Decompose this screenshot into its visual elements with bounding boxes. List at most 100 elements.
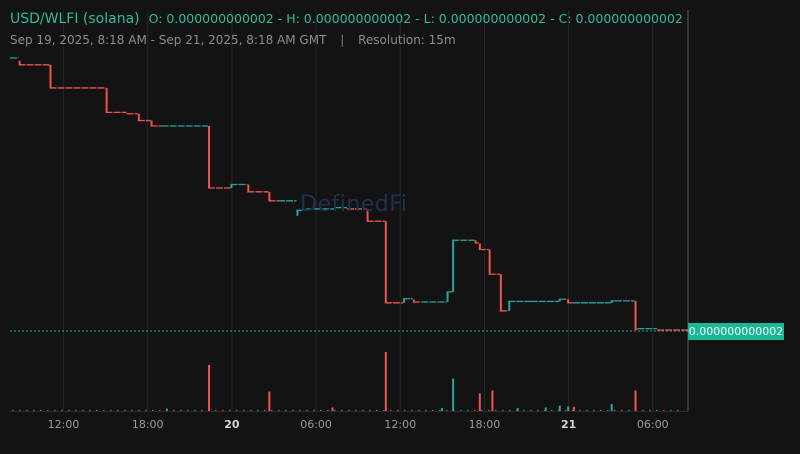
- volume-tick-29: [215, 409, 217, 411]
- volume-tick-20: [152, 409, 154, 411]
- volume-tick-0: [12, 409, 14, 411]
- candle-body-26: [488, 249, 491, 275]
- candle-body-5: [137, 113, 140, 121]
- volume-tick-39: [285, 409, 287, 411]
- volume-tick-73: [523, 409, 525, 411]
- volume-tick-24: [180, 409, 182, 411]
- candle-body-13: [296, 210, 299, 216]
- volume-tick-87: [621, 409, 623, 411]
- volume-tick-95: [677, 409, 679, 411]
- volume-tick-32: [236, 409, 238, 411]
- volume-tick-31: [229, 409, 231, 411]
- volume-tick-14: [110, 409, 112, 411]
- volume-tick-67: [481, 409, 483, 411]
- volume-bar-4: [478, 393, 481, 411]
- watermark: DefinedFi: [300, 192, 408, 217]
- resolution-label: Resolution: 15m: [358, 33, 456, 47]
- volume-tick-19: [145, 409, 147, 411]
- x-tick-label-1: 18:00: [132, 418, 164, 431]
- separator: |: [340, 33, 345, 47]
- chart-subheader: Sep 19, 2025, 8:18 AM - Sep 21, 2025, 8:…: [10, 33, 456, 47]
- volume-tick-3: [33, 409, 35, 411]
- candle-body-35: [634, 300, 637, 330]
- volume-bar-11: [610, 403, 613, 411]
- x-tick-label-6: 21: [561, 418, 576, 431]
- volume-tick-46: [334, 409, 336, 411]
- volume-tick-2: [26, 409, 28, 411]
- candle-body-28: [508, 301, 511, 311]
- volume-bar-1: [268, 391, 271, 411]
- candle-body-1: [18, 60, 21, 65]
- volume-tick-10: [82, 409, 84, 411]
- volume-tick-13: [103, 409, 105, 411]
- candle-body-11: [268, 191, 271, 201]
- candle-body-20: [412, 299, 415, 302]
- volume-tick-7: [61, 409, 63, 411]
- volume-tick-62: [446, 409, 448, 411]
- volume-tick-81: [579, 409, 581, 411]
- volume-tick-36: [264, 409, 266, 411]
- volume-tick-18: [138, 409, 140, 411]
- candle-body-3: [105, 87, 108, 113]
- volume-tick-56: [404, 409, 406, 411]
- volume-tick-38: [278, 409, 280, 411]
- volume-tick-74: [530, 409, 532, 411]
- volume-tick-12: [96, 409, 98, 411]
- x-tick-label-2: 20: [224, 418, 240, 431]
- time-axis: 12:00 18:00 20 06:00 12:00 18:00 21 06:00: [48, 418, 669, 431]
- volume-tick-21: [159, 409, 161, 411]
- volume-tick-83: [593, 409, 595, 411]
- volume-tick-84: [600, 409, 602, 411]
- volume-tick-11: [89, 409, 91, 411]
- candle-body-22: [446, 291, 449, 302]
- grid-lines: [10, 10, 689, 412]
- x-tick-label-4: 12:00: [384, 418, 416, 431]
- candle-body-17: [366, 208, 369, 222]
- volume-tick-57: [411, 409, 413, 411]
- volume-tick-30: [222, 409, 224, 411]
- x-tick-label-3: 06:00: [300, 418, 332, 431]
- volume-tick-42: [306, 409, 308, 411]
- volume-bar-13: [165, 408, 168, 411]
- volume-bar-10: [572, 406, 575, 411]
- volume-tick-16: [124, 409, 126, 411]
- volume-tick-35: [257, 409, 259, 411]
- date-range: Sep 19, 2025, 8:18 AM - Sep 21, 2025, 8:…: [10, 33, 327, 47]
- volume-tick-92: [656, 409, 658, 411]
- volume-tick-55: [397, 409, 399, 411]
- volume-tick-58: [418, 409, 420, 411]
- volume-tick-61: [439, 409, 441, 411]
- volume-tick-91: [649, 409, 651, 411]
- volume-tick-75: [537, 409, 539, 411]
- volume-tick-33: [243, 409, 245, 411]
- volume-tick-45: [327, 409, 329, 411]
- volume-tick-59: [425, 409, 427, 411]
- volume-tick-54: [390, 409, 392, 411]
- volume-tick-66: [474, 409, 476, 411]
- volume-tick-26: [194, 409, 196, 411]
- candle-body-18: [384, 221, 387, 303]
- volume-tick-44: [320, 409, 322, 411]
- volume-bar-9: [567, 406, 570, 411]
- volume-tick-71: [509, 409, 511, 411]
- volume-tick-52: [376, 409, 378, 411]
- volume-tick-93: [663, 409, 665, 411]
- volume-tick-68: [488, 409, 490, 411]
- volume-tick-49: [355, 409, 357, 411]
- candle-body-8: [208, 126, 211, 189]
- candle-body-9: [230, 184, 233, 189]
- volume-bar-14: [516, 408, 519, 411]
- volume-tick-90: [642, 409, 644, 411]
- volume-tick-50: [362, 409, 364, 411]
- volume-bar-3: [452, 378, 455, 411]
- volume-tick-77: [551, 409, 553, 411]
- candle-body-30: [558, 299, 561, 302]
- volume-tick-27: [201, 409, 203, 411]
- volume-tick-53: [383, 409, 385, 411]
- last-price-label: 0.000000000002: [688, 323, 784, 340]
- volume-bar-15: [544, 407, 547, 411]
- candle-body-25: [478, 243, 481, 250]
- volume-tick-37: [271, 409, 273, 411]
